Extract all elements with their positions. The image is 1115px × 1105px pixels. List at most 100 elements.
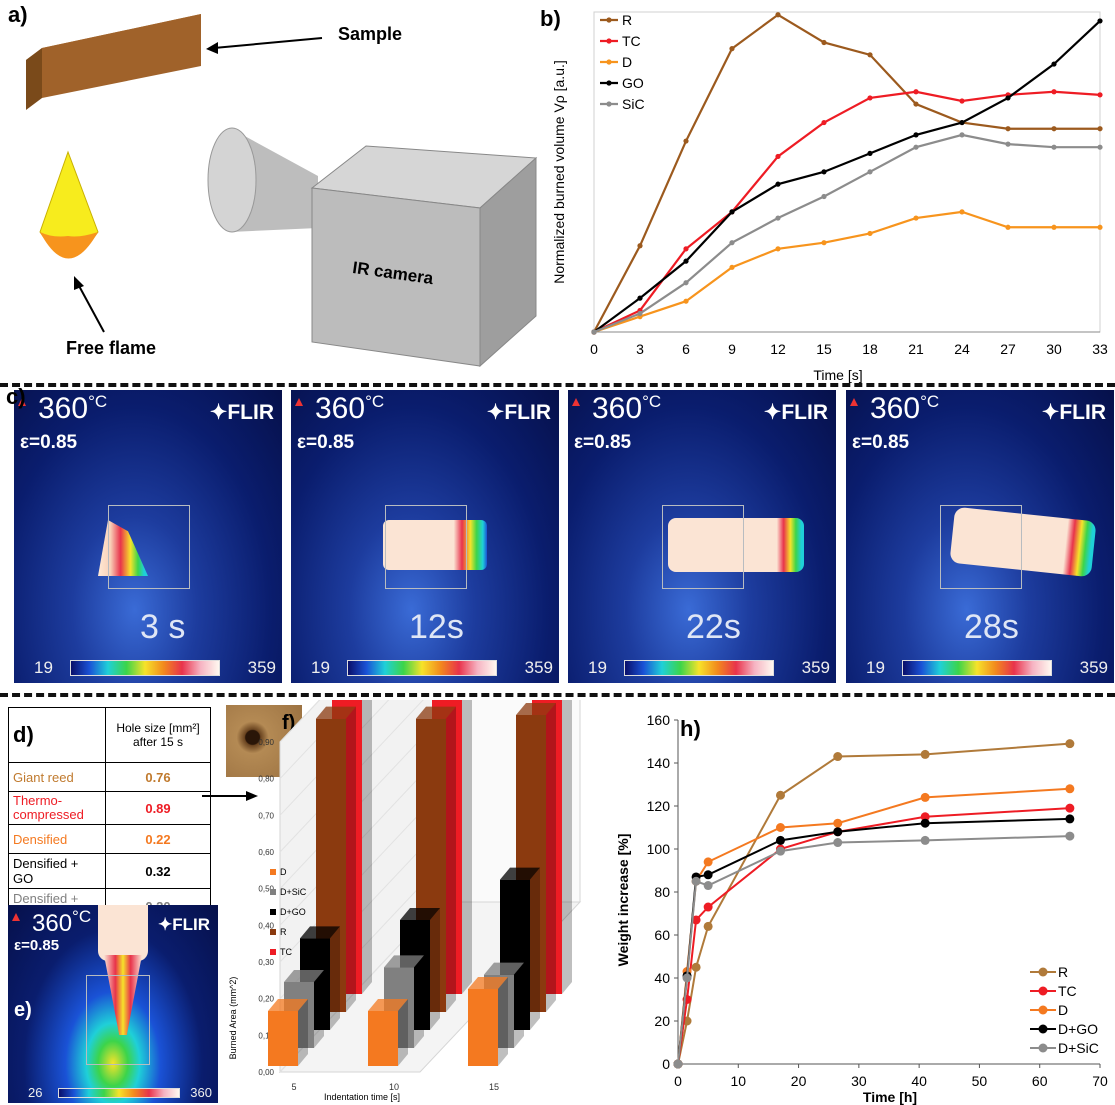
- chart-b-point: [913, 89, 919, 95]
- chart-g-bar-top: [516, 703, 556, 715]
- chart-b-point: [959, 119, 965, 126]
- ir-emissivity: ε=0.85: [297, 432, 355, 453]
- chart-h-point: [1065, 784, 1075, 794]
- table-cell-value: 0.32: [105, 853, 211, 889]
- chart-g-bar-side: [430, 908, 440, 1030]
- chart-h-legend-label: D+SiC: [1058, 1040, 1099, 1056]
- table-cell-value: 0.89: [105, 791, 211, 825]
- panel-a-schematic: [26, 14, 538, 368]
- chart-g-bar-top: [468, 977, 508, 989]
- chart-b-point: [1097, 144, 1103, 150]
- separator-top: [0, 383, 1115, 387]
- chart-b-point: [959, 209, 965, 215]
- ir-scale-min: 19: [866, 658, 885, 677]
- chart-b-point: [775, 181, 781, 187]
- hole-size-table: d) Hole size [mm²] after 15 s Giant reed…: [8, 707, 211, 924]
- chart-g-bar-side: [362, 700, 372, 994]
- ir-color-scale: [58, 1088, 180, 1098]
- ir-temp-readout: 360°C: [38, 392, 108, 425]
- panel-b-letter: b): [540, 6, 561, 31]
- flame-label: Free flame: [66, 338, 157, 358]
- camera-lens-front: [207, 127, 257, 233]
- chart-h-point: [691, 876, 701, 886]
- flir-logo: ✦FLIR: [486, 401, 551, 424]
- ir-temp-readout: 360°C: [32, 907, 92, 937]
- chart-g-bar: [368, 1011, 398, 1066]
- sample-front-face: [42, 14, 201, 98]
- table-header-cell: Hole size [mm²] after 15 s: [105, 707, 211, 763]
- ir-roi-box: [108, 505, 190, 589]
- sample-arrowhead: [206, 42, 218, 54]
- chart-b-point: [683, 246, 689, 252]
- chart-g-x-tick-label: 10: [389, 1082, 399, 1092]
- chart-h-y-tick-label: 80: [654, 884, 670, 900]
- chart-b-point: [683, 280, 689, 286]
- chart-h-legend-label: TC: [1058, 983, 1077, 999]
- chart-g-bar-top: [316, 706, 356, 719]
- max-marker-icon: [572, 398, 580, 406]
- ir-time-label: 28s: [964, 608, 1019, 646]
- chart-b-series-line: [593, 13, 1100, 333]
- separator-bottom: [0, 693, 1115, 697]
- chart-b-point: [1005, 95, 1011, 101]
- chart-b-x-tick-label: 27: [1000, 341, 1016, 357]
- ir-scale-max: 359: [801, 658, 830, 677]
- chart-g-bar-top: [368, 999, 408, 1011]
- ir-time-label: 3 s: [140, 608, 186, 646]
- flir-diamond-icon: ✦: [157, 915, 173, 934]
- chart-h-point: [920, 835, 930, 845]
- chart-g-bar-side: [346, 706, 356, 1012]
- ir-color-scale: [624, 660, 774, 676]
- chart-b-point: [637, 243, 643, 249]
- chart-b-point: [867, 52, 873, 58]
- chart-b-point: [913, 215, 919, 221]
- chart-b-series-line: [593, 20, 1101, 333]
- chart-b-x-tick-label: 6: [682, 341, 690, 357]
- chart-h-point: [920, 812, 930, 822]
- chart-g-y-tick-label: 0,40: [258, 921, 274, 930]
- chart-g-legend-label: D+GO: [280, 907, 306, 917]
- chart-b-xlabel: Time [s]: [813, 367, 862, 383]
- table-row: Densified + GO 0.32: [8, 853, 211, 889]
- flir-logo: ✦FLIR: [1041, 401, 1106, 424]
- chart-b-point: [775, 215, 781, 221]
- chart-b-point: [821, 119, 827, 126]
- chart-h-point: [691, 962, 701, 972]
- chart-b-ylabel: Normalized burned volume Vρ [a.u.]: [551, 60, 567, 284]
- ir-scale-max: 359: [524, 658, 553, 677]
- chart-b-point: [775, 153, 781, 160]
- chart-b-point: [913, 144, 919, 150]
- chart-g-legend-label: D+SiC: [280, 887, 307, 897]
- ir-temp-readout: 360°C: [870, 392, 940, 425]
- chart-g-bar-side: [298, 999, 308, 1066]
- chart-g-gridline: [279, 700, 355, 780]
- chart-b-point: [867, 169, 873, 175]
- chart-g-y-tick-label: 0,70: [258, 811, 274, 820]
- chart-h-legend-label: D: [1058, 1002, 1068, 1018]
- sample-arrow: [213, 37, 323, 49]
- table-row: Densified 0.22: [8, 824, 211, 854]
- chart-b-point: [867, 230, 873, 237]
- chart-g-x-tick-label: 15: [489, 1082, 499, 1092]
- table-row: Giant reed 0.76: [8, 762, 211, 792]
- chart-h-series-line: [677, 807, 1070, 1065]
- flir-diamond-icon: ✦: [1041, 401, 1060, 424]
- chart-h-series-line: [677, 787, 1070, 1065]
- panel-e-letter: e): [14, 999, 32, 1021]
- chart-h-point: [775, 846, 785, 856]
- chart-b-point: [913, 132, 919, 138]
- ir-roi-box: [662, 505, 744, 589]
- chart-b-point: [1005, 126, 1011, 132]
- chart-g-bar-top: [284, 970, 324, 982]
- chart-h-y-tick-label: 160: [647, 712, 671, 728]
- chart-b-series-line: [593, 133, 1100, 334]
- ir-temp-readout: 360°C: [592, 392, 662, 425]
- chart-h-legend-label: R: [1058, 964, 1068, 980]
- chart-h-point: [1065, 803, 1075, 813]
- chart-b-x-tick-label: 0: [590, 341, 598, 357]
- chart-b-point: [775, 246, 781, 252]
- chart-b-legend-label: TC: [622, 33, 641, 49]
- chart-h-point: [775, 835, 785, 845]
- ir-scale-min: 19: [34, 658, 53, 677]
- chart-b-point: [637, 295, 643, 301]
